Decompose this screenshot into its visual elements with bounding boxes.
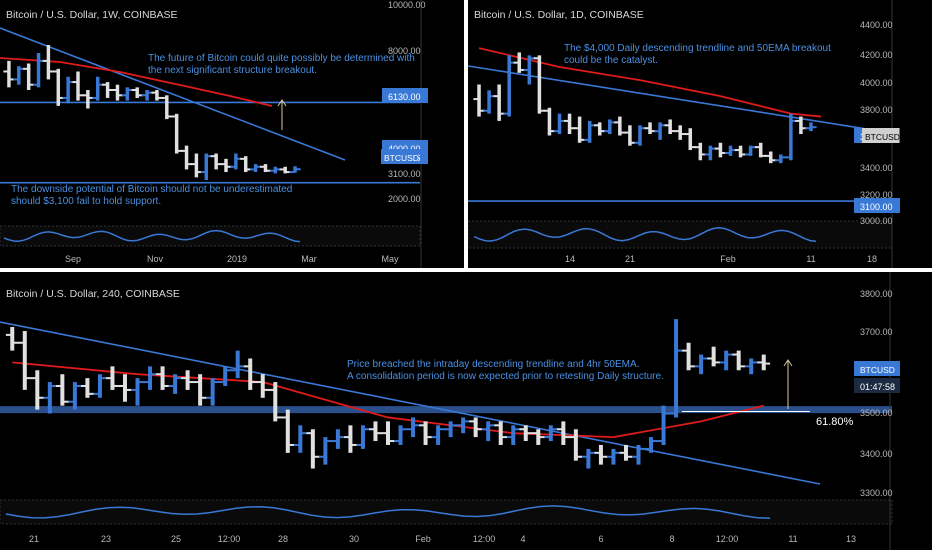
price-tick-label: 3100.00	[388, 169, 421, 179]
price-axis[interactable]: 3800.003700.003606.8601:47:583500.003400…	[854, 289, 900, 498]
panel-divider-horizontal[interactable]	[0, 268, 932, 272]
symbol-label-box	[857, 361, 894, 376]
target-arrow-head	[277, 99, 287, 107]
annotation-top: The $4,000 Daily descending trendline an…	[564, 43, 831, 54]
price-tick-label: 3700.00	[860, 327, 893, 337]
price-tick-label: 4400.00	[860, 20, 893, 30]
price-tick-label: 3200.00	[860, 190, 893, 200]
time-tick-label: 21	[29, 534, 39, 544]
indicator-subpane	[0, 225, 421, 247]
ema-line	[478, 47, 822, 118]
descending-trendline	[0, 321, 821, 485]
price-tick-label: 3800.00	[860, 105, 893, 115]
chart-title: Bitcoin / U.S. Dollar, 1W, COINBASE	[6, 9, 178, 21]
annotation-bottom: The downside potential of Bitcoin should…	[11, 184, 292, 195]
daily-chart-panel[interactable]: Bitcoin / U.S. Dollar, 1D, COINBASE The …	[468, 0, 932, 268]
price-tick-label: 10000.00	[388, 0, 426, 10]
price-tick-label: 4200.00	[860, 50, 893, 60]
annotation-top: the next significant structure breakout.	[148, 65, 317, 76]
indicator-subpane	[0, 499, 893, 525]
price-tick-label: 8000.00	[388, 46, 421, 56]
price-bars	[468, 47, 893, 202]
symbol-label-box	[862, 128, 899, 143]
time-tick-label: 23	[101, 534, 111, 544]
time-tick-label: 12:00	[218, 534, 241, 544]
price-label-box	[854, 198, 900, 213]
time-tick-label: Feb	[415, 534, 431, 544]
price-tick-label: 2000.00	[388, 194, 421, 204]
price-tick-label: 4000.00	[860, 78, 893, 88]
time-tick-label: 11	[788, 534, 797, 544]
time-tick-label: 4	[520, 534, 525, 544]
chart-title: Bitcoin / U.S. Dollar, 1D, COINBASE	[474, 9, 644, 21]
indicator-line	[3, 229, 301, 243]
symbol-label: BTCUSD	[860, 365, 895, 375]
time-tick-label: 13	[846, 534, 856, 544]
time-tick-label: Nov	[147, 254, 164, 264]
annotation-top: Price breached the intraday descending t…	[347, 359, 639, 370]
price-tick-label: 6130.00	[388, 92, 421, 102]
time-tick-label: 11	[806, 254, 815, 264]
time-axis[interactable]: 21 23 25 12:00 28 30 Feb 12:00 4 6 8 12:00 11 13	[29, 534, 856, 544]
price-bars	[0, 319, 892, 485]
price-tick-label: 3300.00	[860, 488, 893, 498]
annotation-top: could be the catalyst.	[564, 55, 658, 66]
time-tick-label: 21	[625, 254, 635, 264]
time-tick-label: 12:00	[716, 534, 739, 544]
time-tick-label: 18	[867, 254, 877, 264]
time-tick-label: 6	[598, 534, 603, 544]
annotation-bottom: should $3,100 fail to hold support.	[11, 196, 161, 207]
fib-label: 61.80%	[816, 416, 854, 428]
h4-chart-panel[interactable]: Bitcoin / U.S. Dollar, 240, COINBASE Pri…	[0, 272, 932, 550]
price-label-box	[854, 378, 900, 393]
price-label-box	[382, 88, 428, 103]
price-bars	[0, 27, 420, 184]
symbol-label-box	[381, 149, 418, 164]
price-axis[interactable]: 10000.008000.006130.004000.003606.863100…	[381, 0, 428, 204]
price-tick-label: 3000.00	[860, 216, 893, 226]
chart-title: Bitcoin / U.S. Dollar, 240, COINBASE	[6, 288, 180, 300]
annotation-top: The future of Bitcoin could quite possib…	[148, 53, 415, 64]
price-tick-label: 01:47:58	[860, 382, 895, 392]
time-tick-label: 14	[565, 254, 575, 264]
price-tick-label: 3400.00	[860, 163, 893, 173]
target-arrow-head	[783, 359, 793, 367]
descending-trendline	[0, 27, 346, 161]
time-tick-label: 25	[171, 534, 181, 544]
indicator-line	[473, 227, 817, 243]
time-tick-label: Sep	[65, 254, 81, 264]
time-axis[interactable]: 14 21 Feb 11 18	[565, 254, 877, 264]
price-tick-label: 3500.00	[860, 408, 893, 418]
indicator-line	[5, 505, 771, 520]
time-tick-label: May	[381, 254, 399, 264]
price-axis[interactable]: 4400.004200.004000.003800.003606.863400.…	[854, 20, 900, 226]
time-axis[interactable]: Sep Nov 2019 Mar May	[65, 254, 399, 264]
symbol-label: BTCUSD	[865, 132, 900, 142]
time-tick-label: Mar	[301, 254, 317, 264]
time-tick-label: Feb	[720, 254, 736, 264]
symbol-label: BTCUSD	[384, 153, 419, 163]
indicator-frame	[468, 220, 893, 249]
time-tick-label: 12:00	[473, 534, 496, 544]
price-tick-label: 3800.00	[860, 289, 893, 299]
indicator-frame	[0, 499, 893, 525]
time-tick-label: 30	[349, 534, 359, 544]
price-tick-label: 3400.00	[860, 449, 893, 459]
panel-divider-vertical[interactable]	[464, 0, 468, 270]
weekly-chart-panel[interactable]: Bitcoin / U.S. Dollar, 1W, COINBASE The …	[0, 0, 464, 268]
time-tick-label: 28	[278, 534, 288, 544]
time-tick-label: 8	[669, 534, 674, 544]
indicator-subpane	[468, 220, 893, 249]
price-tick-label: 3100.00	[860, 202, 893, 212]
indicator-frame	[0, 225, 421, 247]
time-tick-label: 2019	[227, 254, 247, 264]
annotation-top: A consolidation period is now expected p…	[347, 371, 664, 382]
